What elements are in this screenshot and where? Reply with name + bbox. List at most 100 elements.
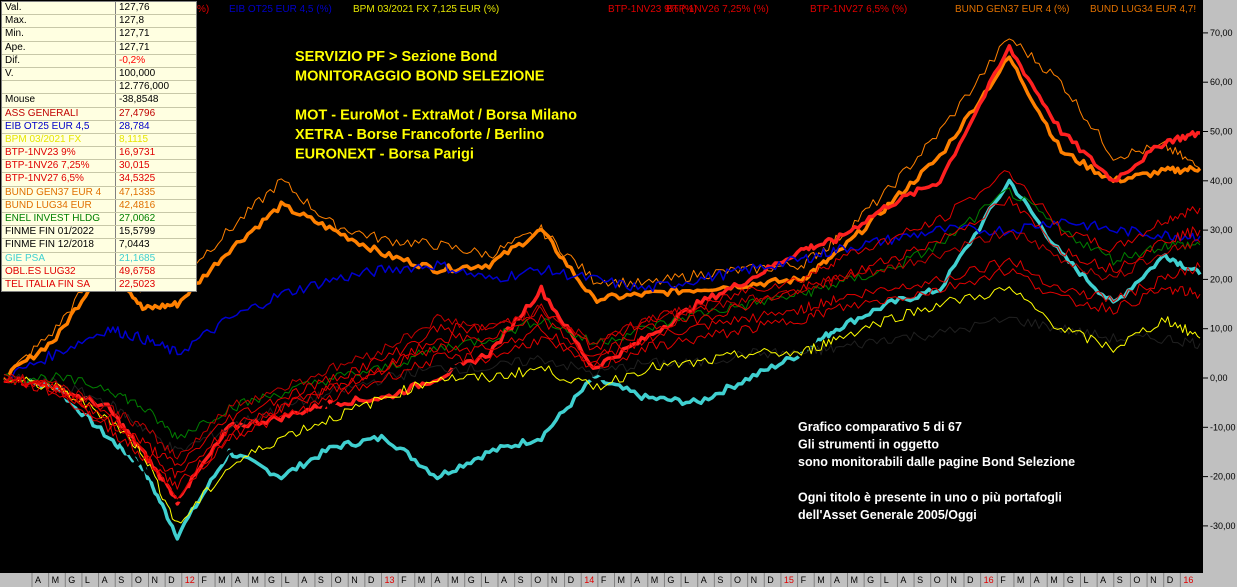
info-row: BTP-1NV27 6,5% 34,5325 [2,173,196,187]
title-line: SERVIZIO PF > Sezione Bond [295,49,497,65]
x-tick-label: 15 [784,575,794,585]
x-tick-label: S [717,575,723,585]
title-line: MONITORAGGIO BOND SELEZIONE [295,69,545,85]
info-row: ENEL INVEST HLDG 27,0062 [2,213,196,227]
info-value: 127,8 [119,15,145,27]
x-tick-label: D [1167,575,1174,585]
x-tick-label: F [1000,575,1006,585]
x-tick-label: M [52,575,60,585]
x-tick-label: A [434,575,440,585]
y-axis: -30,00 -20,00 -10,00 0,00 10,00 20,00 30,00 40,… [1203,28,1236,531]
series-line-5 [3,276,1201,503]
y-tick-label: -30,00 [1210,521,1236,531]
info-value: 127,76 [119,2,150,13]
info-label: Min. [2,28,116,41]
x-tick-label: D [368,575,375,585]
x-tick-label: 16 [984,575,994,585]
x-tick-label: A [634,575,640,585]
x-tick-label: M [851,575,859,585]
x-tick-label: F [801,575,807,585]
y-tick-label: 70,00 [1210,28,1233,38]
note-line: Gli strumenti in oggetto [798,438,939,452]
info-value: -0,2% [119,54,146,66]
note-line: dell'Asset Generale 2005/Oggi [798,508,977,522]
info-value: 49,6758 [119,265,156,277]
title-line: XETRA - Borse Francoforte / Berlino [295,127,544,143]
x-tick-label: G [68,575,75,585]
x-axis-panel [0,573,1237,587]
top-legend: %) EIB OT25 EUR 4,5 (%) BPM 03/2021 FX 7,1… [197,4,1196,15]
info-label: OBL.ES LUG32 [2,265,116,278]
info-label: Mouse [2,94,116,107]
info-value: 47,1335 [119,186,156,198]
info-row: BTP-1NV23 9% 16,9731 [2,147,196,161]
x-tick-label: M [451,575,459,585]
info-label: Ape. [2,41,116,54]
y-tick-label: -20,00 [1210,472,1236,482]
info-label: GIE PSA [2,252,116,265]
x-tick-label: N [751,575,758,585]
top-legend-item: BTP-1NV23 9% (%) [608,4,697,15]
x-tick-label: A [501,575,507,585]
info-value: 22,5023 [119,278,156,290]
info-row: FINME FIN 01/2022 15,5799 [2,226,196,240]
x-axis: A M G L A S O N D 12 F M A M G L A S O N D 13 F M A M G L A S O N D 14 F M A… [31,573,1193,587]
y-tick-label: 10,00 [1210,324,1233,334]
info-label: V. [2,67,116,81]
x-tick-label: M [1050,575,1058,585]
y-tick-label: 20,00 [1210,274,1233,284]
info-label: BTP-1NV23 9% [2,147,116,160]
info-label: EIB OT25 EUR 4,5 [2,120,116,133]
x-tick-label: S [518,575,524,585]
info-row: BUND LUG34 EUR 42,4816 [2,199,196,213]
x-tick-label: 13 [385,575,395,585]
x-tick-label: L [684,575,689,585]
info-value: 21,1685 [119,252,156,264]
info-row: Ape. 127,71 [2,41,196,55]
x-tick-label: F [201,575,207,585]
info-row: Min. 127,71 [2,28,196,42]
info-value: 34,5325 [119,173,156,185]
x-tick-label: 12 [185,575,195,585]
info-box: Val. 127,76 Max. 127,8 Min. 127,71 Ape. 127,71 D… [1,1,197,293]
x-tick-label: D [767,575,774,585]
y-tick-label: -10,00 [1210,422,1236,432]
info-row: ASS GENERALI 27,4796 [2,107,196,121]
x-tick-label: N [351,575,358,585]
x-tick-label: L [884,575,889,585]
info-row: BPM 03/2021 FX 8,1115 [2,133,196,148]
info-row: BTP-1NV26 7,25% 30,015 [2,160,196,174]
x-tick-label: O [534,575,541,585]
x-tick-label: N [551,575,558,585]
info-value: 27,4796 [119,107,156,119]
info-row: GIE PSA 21,1685 [2,252,196,266]
info-label: BTP-1NV26 7,25% [2,160,116,173]
series-line-7 [3,187,1201,440]
x-tick-label: G [1067,575,1074,585]
top-legend-item: BUND LUG34 EUR 4,7! [1090,4,1196,15]
info-label: ASS GENERALI [2,107,116,120]
x-tick-label: O [1133,575,1140,585]
top-legend-item: %) [197,4,209,15]
info-value: 8,1115 [119,133,149,145]
info-value: 7,0443 [119,239,150,251]
y-tick-label: 40,00 [1210,176,1233,186]
note-line: Ogni titolo è presente in uno o più port… [798,490,1062,504]
x-tick-label: O [135,575,142,585]
info-label: FINME FIN 01/2022 [2,226,116,239]
info-value: 12.776,000 [119,81,170,93]
y-tick-label: 0,00 [1210,373,1228,383]
x-tick-label: G [468,575,475,585]
x-tick-label: 16 [1183,575,1193,585]
info-row: Mouse -38,8548 [2,94,196,108]
info-value: 27,0062 [119,213,156,224]
x-tick-label: N [950,575,957,585]
x-tick-label: G [667,575,674,585]
info-label: BPM 03/2021 FX [2,133,116,147]
info-label [2,81,116,94]
info-row: OBL.ES LUG32 49,6758 [2,265,196,279]
y-axis-panel [1203,0,1237,587]
x-tick-label: N [1150,575,1157,585]
info-row: Val. 127,76 [2,2,196,16]
